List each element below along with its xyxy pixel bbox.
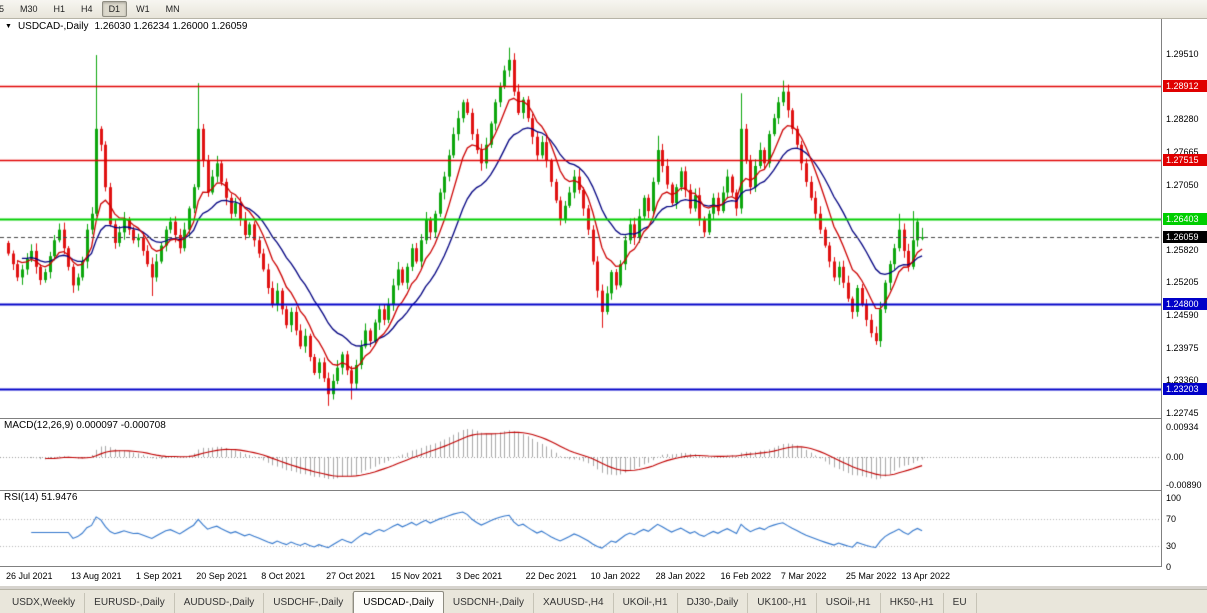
current-price-label: 1.26059	[1163, 231, 1207, 244]
date-label: 16 Feb 2022	[720, 571, 772, 581]
rsi-axis-label: 0	[1166, 562, 1172, 572]
date-label: 13 Apr 2022	[901, 571, 951, 581]
date-label: 27 Oct 2021	[326, 571, 376, 581]
price-tick: 1.27665	[1166, 146, 1199, 157]
chart-symbol-label: USDCAD-,Daily	[17, 21, 89, 32]
chart-tab-HK50-,H1[interactable]: HK50-,H1	[881, 593, 944, 613]
rsi-axis-label: 100	[1166, 493, 1182, 503]
period-button-W1[interactable]: W1	[136, 4, 150, 14]
price-axis[interactable]: 1.295101.288951.282801.276651.270501.264…	[1161, 19, 1207, 572]
date-label: 20 Sep 2021	[196, 571, 248, 581]
period-button-H4[interactable]: H4	[81, 4, 93, 14]
pane-separator[interactable]	[0, 490, 1207, 491]
chart-tab-USDCNH-,Daily[interactable]: USDCNH-,Daily	[444, 593, 534, 613]
chart-window: ▼ USDCAD-,Daily 1.26030 1.26234 1.26000 …	[0, 19, 1207, 586]
price-tick: 1.23975	[1166, 342, 1199, 353]
period-button-D1[interactable]: D1	[101, 1, 128, 17]
macd-axis-label: -0.00890	[1166, 480, 1202, 490]
chart-tab-UKOil-,H1[interactable]: UKOil-,H1	[614, 593, 678, 613]
chart-title: ▼ USDCAD-,Daily 1.26030 1.26234 1.26000 …	[5, 21, 247, 32]
chart-tab-UK100-,H1[interactable]: UK100-,H1	[748, 593, 817, 613]
rsi-indicator-label: RSI(14) 51.9476	[4, 492, 78, 503]
period-button-5[interactable]: 5	[0, 1, 11, 17]
date-label: 1 Sep 2021	[135, 571, 182, 581]
chart-collapse-icon: ▼	[5, 22, 12, 30]
macd-axis-label: 0.00934	[1166, 422, 1199, 432]
price-tick: 1.22745	[1166, 408, 1199, 419]
date-label: 22 Dec 2021	[525, 571, 577, 581]
price-tick: 1.24590	[1166, 310, 1199, 321]
rsi-axis-label: 30	[1166, 541, 1177, 552]
chart-tab-USDCAD-,Daily[interactable]: USDCAD-,Daily	[353, 591, 444, 613]
price-tick: 1.23360	[1166, 375, 1199, 386]
chart-tab-XAUUSD-,H4[interactable]: XAUUSD-,H4	[534, 593, 614, 613]
date-label: 8 Oct 2021	[261, 571, 306, 581]
level-price-label: 1.28912	[1163, 79, 1207, 92]
period-button-H1[interactable]: H1	[53, 4, 66, 14]
date-label: 25 Mar 2022	[845, 571, 897, 581]
pane-separator[interactable]	[0, 418, 1207, 419]
rsi-axis-label: 70	[1166, 513, 1177, 524]
price-tick: 1.29510	[1166, 49, 1199, 59]
date-label: 7 Mar 2022	[780, 571, 827, 581]
pane-separator[interactable]	[0, 566, 1207, 567]
chart-tab-DJ30-,Daily[interactable]: DJ30-,Daily	[678, 593, 749, 613]
price-chart-canvas[interactable]	[0, 19, 1161, 567]
chart-tab-AUDUSD-,Daily[interactable]: AUDUSD-,Daily	[175, 593, 265, 613]
date-label: 3 Dec 2021	[456, 571, 503, 581]
price-tick: 1.25820	[1166, 244, 1199, 255]
chart-tab-bar: USDX,Weekly EURUSD-,Daily AUDUSD-,Daily USD…	[0, 589, 1207, 613]
price-tick: 1.27050	[1166, 179, 1199, 190]
chart-tab-USDX,Weekly[interactable]: USDX,Weekly	[3, 593, 86, 613]
chart-tab-USOil-,H1[interactable]: USOil-,H1	[817, 593, 881, 613]
level-price-label: 1.24800	[1163, 297, 1207, 310]
level-price-label: 1.23203	[1163, 382, 1207, 395]
chart-ohlc-values: 1.26030 1.26234 1.26000 1.26059	[94, 21, 248, 32]
level-price-label: 1.26403	[1163, 212, 1207, 225]
price-tick: 1.25205	[1166, 277, 1199, 288]
date-axis[interactable]: 26 Jul 2021 13 Aug 2021 1 Sep 2021 20 Sep 2…	[0, 567, 1207, 586]
date-label: 10 Jan 2022	[590, 571, 641, 581]
chart-tab-EU[interactable]: EU	[944, 593, 977, 613]
level-price-label: 1.27515	[1163, 153, 1207, 166]
price-tick: 1.28280	[1166, 114, 1199, 125]
date-label: 28 Jan 2022	[655, 571, 706, 581]
chart-tab-EURUSD-,Daily[interactable]: EURUSD-,Daily	[85, 593, 175, 613]
period-toolbar: 5 M30 H1 H4 D1 W1 MN	[0, 0, 1207, 19]
date-label: 15 Nov 2021	[391, 571, 443, 581]
macd-indicator-label: MACD(12,26,9) 0.000097 -0.000708	[4, 420, 166, 431]
date-label: 26 Jul 2021	[6, 571, 53, 581]
chart-tab-USDCHF-,Daily[interactable]: USDCHF-,Daily	[264, 593, 354, 613]
period-button-M30[interactable]: M30	[20, 4, 38, 14]
date-label: 13 Aug 2021	[70, 571, 122, 581]
macd-axis-label: 0.00	[1166, 452, 1184, 462]
period-button-MN[interactable]: MN	[165, 4, 180, 14]
